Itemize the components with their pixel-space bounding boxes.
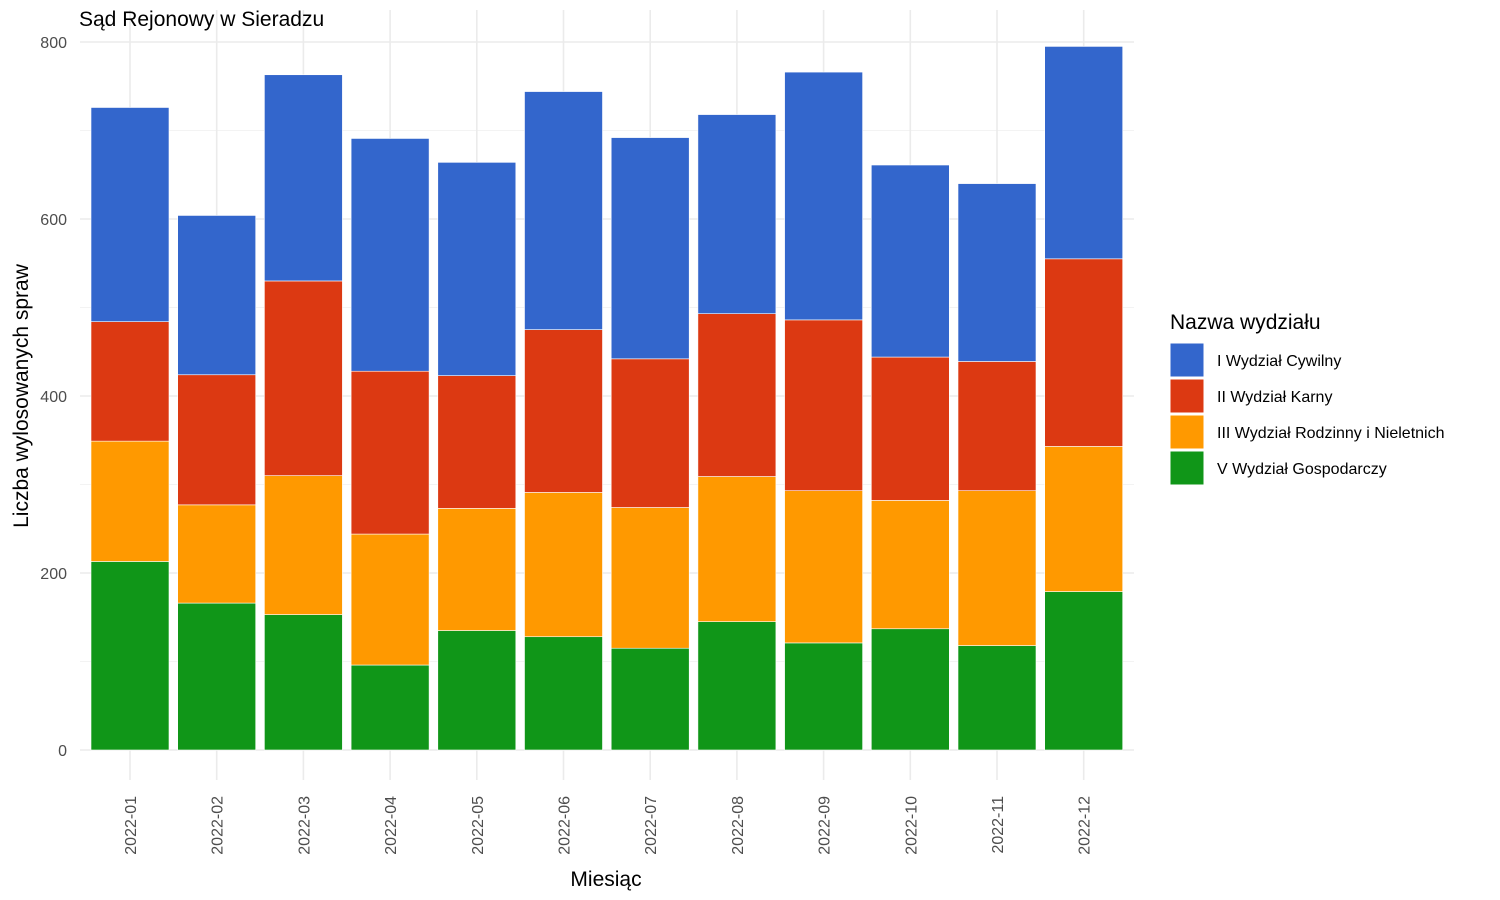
bar-segment-i-wydzia-cywilny [437, 162, 517, 376]
bar-segment-v-wydzia-gospodarczy [264, 614, 343, 751]
bar-segment-ii-wydzia-karny [350, 370, 430, 535]
bar-segment-iii-wydzia-rodzinny-i-nieletnich [437, 508, 517, 631]
x-tick-label: 2022-02 [210, 796, 227, 855]
bar-segment-i-wydzia-cywilny [350, 138, 430, 372]
y-tick-label: 600 [40, 212, 67, 229]
bar-segment-ii-wydzia-karny [524, 329, 603, 493]
bar-segment-v-wydzia-gospodarczy [437, 630, 517, 751]
bar-segment-iii-wydzia-rodzinny-i-nieletnich [350, 533, 430, 666]
bar-segment-iii-wydzia-rodzinny-i-nieletnich [697, 476, 777, 622]
bar-segment-v-wydzia-gospodarczy [177, 602, 256, 751]
bar-segment-ii-wydzia-karny [177, 374, 256, 506]
chart-title: Sąd Rejonowy w Sieradzu [79, 8, 324, 31]
legend-label: I Wydział Cywilny [1217, 353, 1341, 370]
bar-segment-i-wydzia-cywilny [957, 183, 1037, 362]
legend-title: Nazwa wydziału [1170, 311, 1321, 334]
y-axis-ticks: 0 200 400 600 800 [40, 35, 67, 760]
bar-segment-ii-wydzia-karny [90, 321, 170, 442]
bar-segment-v-wydzia-gospodarczy [524, 636, 603, 751]
x-axis-title: Miesiąc [570, 868, 641, 891]
bar-segment-iii-wydzia-rodzinny-i-nieletnich [784, 490, 863, 644]
bar-segment-i-wydzia-cywilny [524, 91, 603, 330]
bar-segment-i-wydzia-cywilny [870, 164, 950, 358]
x-tick-label: 2022-03 [296, 796, 313, 855]
bars [90, 46, 1123, 751]
legend: Nazwa wydziału I Wydział Cywilny II Wydzi… [1169, 311, 1445, 486]
bar-segment-i-wydzia-cywilny [177, 215, 256, 376]
bar-segment-ii-wydzia-karny [870, 356, 950, 501]
bar-segment-ii-wydzia-karny [697, 313, 777, 477]
x-tick-label: 2022-11 [990, 796, 1007, 854]
bar-segment-v-wydzia-gospodarczy [697, 621, 777, 751]
bar-segment-ii-wydzia-karny [264, 280, 343, 476]
bar-segment-i-wydzia-cywilny [610, 137, 690, 360]
x-tick-label: 2022-08 [730, 796, 747, 855]
bar-segment-iii-wydzia-rodzinny-i-nieletnich [957, 490, 1037, 646]
legend-key [1169, 450, 1205, 486]
legend-label: V Wydział Gospodarczy [1217, 461, 1387, 478]
y-tick-label: 0 [58, 743, 67, 760]
x-tick-label: 2022-07 [643, 796, 660, 855]
legend-key [1169, 342, 1205, 378]
bar-segment-v-wydzia-gospodarczy [90, 561, 170, 751]
bar-segment-iii-wydzia-rodzinny-i-nieletnich [1044, 446, 1123, 592]
x-tick-label: 2022-01 [123, 796, 140, 855]
bar-segment-ii-wydzia-karny [784, 319, 863, 491]
bar-segment-v-wydzia-gospodarczy [610, 647, 690, 751]
bar-segment-v-wydzia-gospodarczy [350, 664, 430, 751]
x-tick-label: 2022-04 [383, 796, 400, 855]
bar-segment-iii-wydzia-rodzinny-i-nieletnich [870, 500, 950, 630]
bar-segment-v-wydzia-gospodarczy [784, 642, 863, 751]
bar-segment-iii-wydzia-rodzinny-i-nieletnich [264, 475, 343, 615]
x-axis-ticks: 2022-01 2022-02 2022-03 2022-04 2022-05 2022-… [123, 796, 1094, 855]
bar-segment-ii-wydzia-karny [957, 361, 1037, 491]
y-tick-label: 200 [40, 566, 67, 583]
bar-segment-iii-wydzia-rodzinny-i-nieletnich [610, 507, 690, 649]
x-tick-label: 2022-06 [557, 796, 574, 855]
bar-segment-ii-wydzia-karny [610, 358, 690, 508]
bar-segment-iii-wydzia-rodzinny-i-nieletnich [90, 440, 170, 562]
x-tick-label: 2022-12 [1077, 796, 1094, 855]
bar-segment-i-wydzia-cywilny [784, 71, 863, 321]
bar-segment-i-wydzia-cywilny [90, 107, 170, 322]
bar-segment-i-wydzia-cywilny [697, 114, 777, 314]
y-tick-label: 800 [40, 35, 67, 52]
bar-segment-v-wydzia-gospodarczy [870, 628, 950, 751]
x-tick-label: 2022-10 [903, 796, 920, 855]
legend-key [1169, 378, 1205, 414]
bar-segment-v-wydzia-gospodarczy [957, 645, 1037, 751]
legend-label: III Wydział Rodzinny i Nieletnich [1217, 425, 1445, 442]
bar-segment-iii-wydzia-rodzinny-i-nieletnich [177, 504, 256, 604]
y-tick-label: 400 [40, 389, 67, 406]
bar-segment-ii-wydzia-karny [437, 375, 517, 509]
legend-key [1169, 414, 1205, 450]
bar-segment-iii-wydzia-rodzinny-i-nieletnich [524, 492, 603, 638]
bar-segment-v-wydzia-gospodarczy [1044, 591, 1123, 751]
y-axis-title: Liczba wylosowanych spraw [10, 263, 33, 528]
bar-segment-ii-wydzia-karny [1044, 258, 1123, 447]
x-tick-label: 2022-09 [817, 796, 834, 855]
legend-label: II Wydział Karny [1217, 389, 1332, 406]
x-tick-label: 2022-05 [470, 796, 487, 855]
bar-segment-i-wydzia-cywilny [1044, 46, 1123, 260]
bar-segment-i-wydzia-cywilny [264, 74, 343, 282]
